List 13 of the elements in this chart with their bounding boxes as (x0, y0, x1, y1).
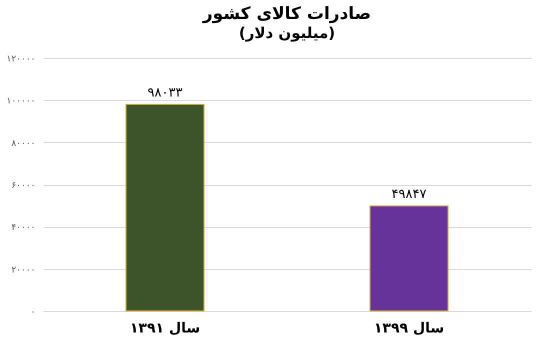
x-tick-label: سال ۱۳۹۹ (374, 320, 444, 336)
chart-title: صادرات کالای کشور (202, 4, 372, 24)
y-tick-label: ۲۰۰۰۰ (11, 265, 36, 276)
y-tick-label: ۸۰۰۰۰ (11, 138, 36, 149)
chart-subtitle: (میلیون دلار) (238, 24, 336, 42)
y-tick-label: ۴۰۰۰۰ (11, 223, 36, 234)
data-label: ۴۹۸۴۷ (392, 186, 426, 202)
y-tick-label: ۰ (30, 308, 36, 318)
y-tick-label: ۶۰۰۰۰ (11, 181, 36, 191)
x-tick-label: سال ۱۳۹۱ (130, 320, 200, 336)
y-tick-label: ۱۲۰۰۰۰ (6, 54, 36, 64)
data-label: ۹۸۰۳۳ (148, 85, 182, 100)
y-tick-label: ۱۰۰۰۰۰ (6, 96, 36, 107)
